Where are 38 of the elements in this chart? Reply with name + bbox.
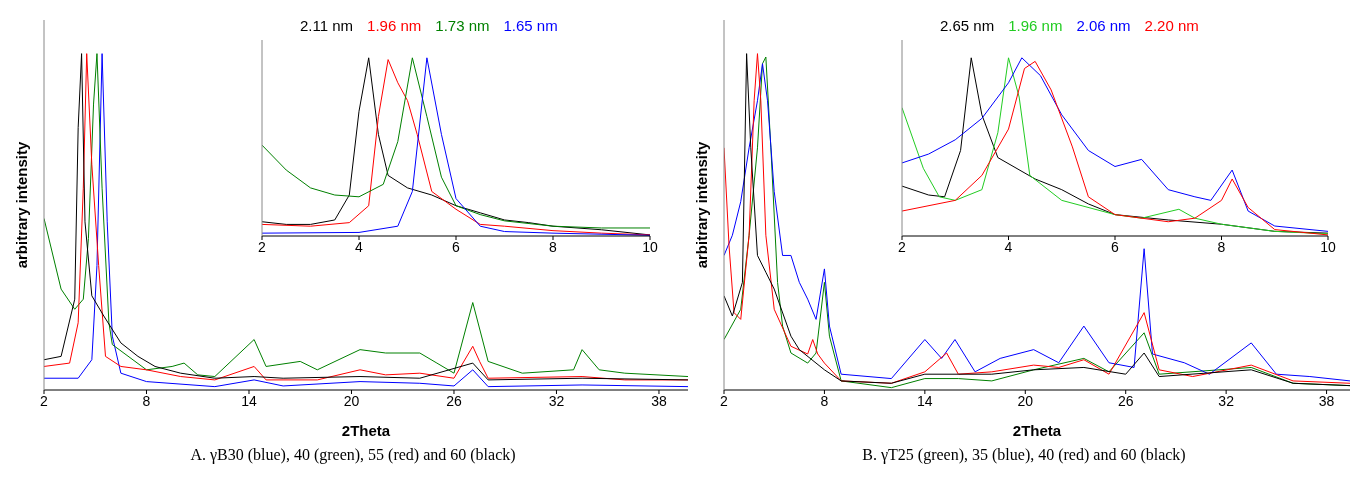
x-tick-label: 20 [343,392,360,409]
x-tick-label: 8 [142,392,151,409]
x-axis-title: 2Theta [341,422,391,439]
text: A. γB30 (blue), 40 (green), 55 (red) and 60 (black) [189,446,517,464]
x-axis-title: 2Theta [1012,422,1062,439]
x-tick-label: 32 [548,392,565,409]
x-tick-label: 6 [1111,238,1120,255]
x-tick-label: 26 [1117,392,1134,409]
x-tick-label: 8 [820,392,829,409]
y-axis-title: arbitrary intensity [13,140,31,269]
x-tick-label: 26 [446,392,462,409]
x-tick-label: 4 [1004,238,1013,255]
text: 2.06 nm [1076,17,1131,34]
x-tick-label: 2 [720,392,729,409]
text: B. γT25 (green), 35 (blue), 40 (red) and 60 (black) [861,446,1187,464]
x-tick-label: 32 [1218,392,1235,409]
x-tick-label: 14 [917,392,933,409]
x-tick-label: 4 [355,238,364,255]
x-tick-label: 38 [651,392,667,409]
x-tick-label: 6 [452,238,461,255]
x-tick-label: 10 [642,238,658,255]
x-tick-label: 2 [898,238,907,255]
text: 2.20 nm [1144,17,1199,34]
text: 1.73 nm [435,17,490,34]
x-tick-label: 20 [1017,392,1034,409]
x-tick-label: 8 [1217,238,1226,255]
text: 1.65 nm [503,17,558,34]
x-tick-label: 10 [1320,238,1336,255]
x-tick-label: 2 [258,238,267,255]
x-tick-label: 14 [241,392,257,409]
x-tick-label: 38 [1318,392,1335,409]
text: 2.65 nm [940,17,995,34]
x-tick-label: 8 [549,238,558,255]
series-label: 1.96 nm [1008,17,1063,34]
x-tick-label: 2 [40,392,49,409]
series-label: 2.11 nm [300,17,354,34]
y-axis-title: arbitrary intensity [693,140,711,269]
text: 1.96 nm [367,17,422,34]
